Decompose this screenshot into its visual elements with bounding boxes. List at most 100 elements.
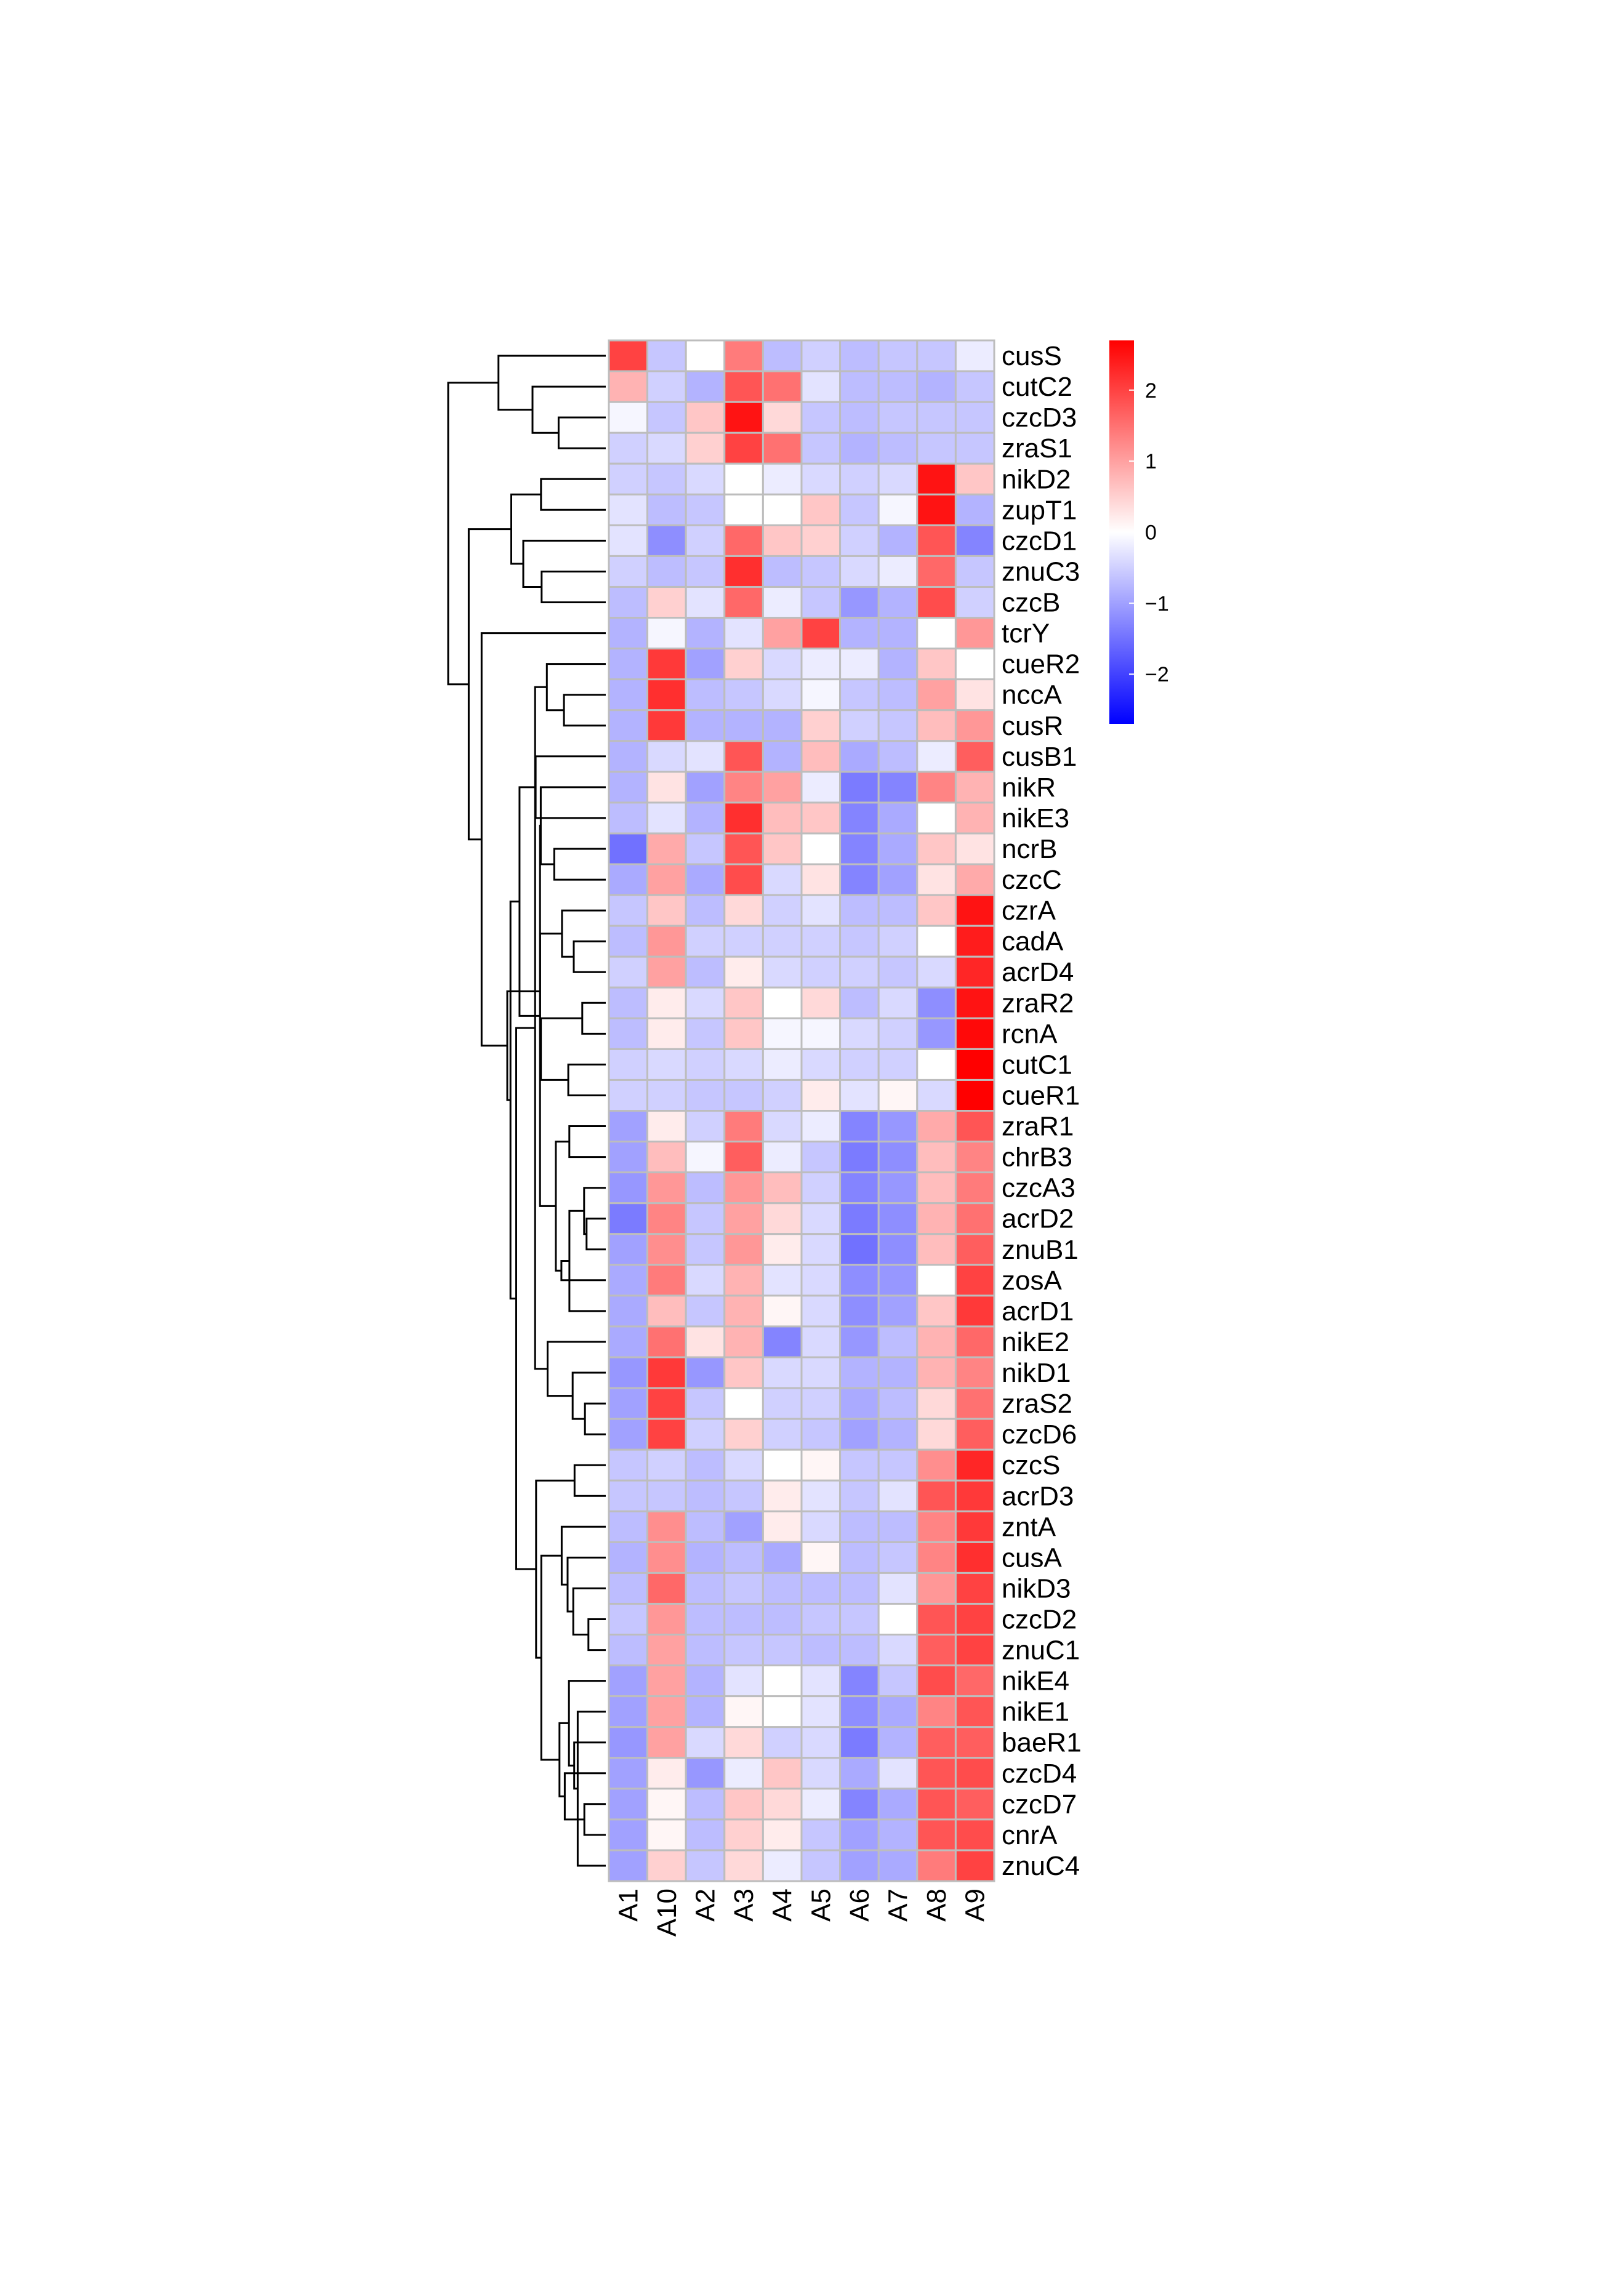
dendrogram-branch xyxy=(568,1125,606,1158)
heatmap-cell xyxy=(608,832,649,865)
heatmap-cell xyxy=(608,740,649,773)
heatmap-cell xyxy=(608,432,649,465)
heatmap-cell xyxy=(723,925,764,958)
heatmap-cell xyxy=(646,986,687,1019)
heatmap-cell xyxy=(800,524,842,557)
heatmap-cell xyxy=(685,1788,726,1821)
heatmap-cell xyxy=(916,1233,957,1266)
heatmap-cell xyxy=(877,1757,919,1790)
dendrogram-branch xyxy=(553,848,606,881)
heatmap-cell xyxy=(877,1387,919,1420)
heatmap-cell xyxy=(916,493,957,526)
dendrogram-branch xyxy=(531,385,606,434)
row-label: nikD2 xyxy=(1002,464,1071,494)
heatmap-cell xyxy=(839,462,880,496)
heatmap-cell xyxy=(646,863,687,896)
heatmap-cell xyxy=(723,1171,764,1205)
heatmap-cell xyxy=(800,1788,842,1821)
heatmap-cell xyxy=(723,617,764,650)
heatmap-cell xyxy=(762,462,803,496)
heatmap-cell xyxy=(685,1479,726,1512)
heatmap-cell xyxy=(608,1634,649,1667)
heatmap-cell xyxy=(800,401,842,434)
heatmap-cell xyxy=(685,1571,726,1605)
heatmap-cell xyxy=(646,462,687,496)
heatmap-cell xyxy=(800,740,842,773)
heatmap-cell xyxy=(839,863,880,896)
heatmap-cell xyxy=(839,1818,880,1852)
column-label: A6 xyxy=(845,1889,875,1922)
heatmap-cell xyxy=(877,801,919,835)
heatmap-cell xyxy=(723,648,764,681)
heatmap-cell xyxy=(762,1634,803,1667)
heatmap-cell xyxy=(646,585,687,619)
heatmap-cell xyxy=(646,1078,687,1112)
heatmap-cell xyxy=(646,1295,687,1328)
heatmap-cell xyxy=(646,678,687,712)
heatmap-cell xyxy=(800,1017,842,1050)
heatmap-cell xyxy=(800,370,842,403)
heatmap-cell xyxy=(685,894,726,927)
heatmap-cell xyxy=(723,1571,764,1605)
heatmap-cell xyxy=(954,1171,995,1205)
heatmap-cell xyxy=(916,1078,957,1112)
heatmap-cell xyxy=(608,986,649,1019)
heatmap-cell xyxy=(608,1757,649,1790)
heatmap-cell xyxy=(723,1634,764,1667)
heatmap-cell xyxy=(800,1818,842,1852)
heatmap-cell xyxy=(685,1602,726,1636)
heatmap-cell xyxy=(954,1078,995,1112)
heatmap-cell xyxy=(877,1202,919,1235)
heatmap-cell xyxy=(954,555,995,588)
heatmap-cell xyxy=(839,1171,880,1205)
heatmap-cell xyxy=(877,648,919,681)
heatmap-cell xyxy=(800,1233,842,1266)
heatmap-cell xyxy=(723,1418,764,1451)
heatmap-cell xyxy=(646,401,687,434)
heatmap-cell xyxy=(762,1571,803,1605)
heatmap-cell xyxy=(646,1141,687,1174)
heatmap-cell xyxy=(646,1017,687,1050)
heatmap-cell xyxy=(877,986,919,1019)
heatmap-cell xyxy=(800,1325,842,1359)
heatmap-cell xyxy=(916,894,957,927)
heatmap-cell xyxy=(800,1295,842,1328)
heatmap-cell xyxy=(646,1325,687,1359)
heatmap-cell xyxy=(800,1048,842,1081)
heatmap-cell xyxy=(685,555,726,588)
heatmap-cell xyxy=(839,1202,880,1235)
heatmap-cell xyxy=(877,1325,919,1359)
heatmap-cell xyxy=(608,1818,649,1852)
heatmap-cell xyxy=(608,339,649,372)
row-label: zraS1 xyxy=(1002,433,1072,464)
heatmap-cell xyxy=(916,1479,957,1512)
heatmap-cell xyxy=(646,801,687,835)
heatmap-cell xyxy=(646,1510,687,1543)
heatmap-cell xyxy=(916,555,957,588)
heatmap-cell xyxy=(723,1110,764,1143)
legend-ticks: 2 1 0 −1 −2 xyxy=(1129,379,1169,686)
heatmap-cell xyxy=(608,1264,649,1297)
heatmap-cell xyxy=(762,1171,803,1205)
heatmap-cell xyxy=(762,401,803,434)
heatmap-cell xyxy=(608,1849,649,1882)
row-label: nikR xyxy=(1002,773,1056,803)
heatmap-cell xyxy=(762,1202,803,1235)
heatmap-cell xyxy=(877,432,919,465)
heatmap-cell xyxy=(685,925,726,958)
dendrogram-branch xyxy=(587,1618,606,1652)
heatmap-cell xyxy=(877,401,919,434)
heatmap-cell xyxy=(646,1571,687,1605)
heatmap-cell xyxy=(762,986,803,1019)
heatmap-cell xyxy=(954,1233,995,1266)
heatmap-cell xyxy=(685,1078,726,1112)
heatmap-cell xyxy=(916,1325,957,1359)
row-label: cutC1 xyxy=(1002,1050,1072,1080)
row-label: zosA xyxy=(1002,1266,1062,1296)
heatmap-cell xyxy=(839,1541,880,1574)
heatmap-cell xyxy=(685,370,726,403)
heatmap-cell xyxy=(646,955,687,989)
heatmap-cell xyxy=(723,955,764,989)
heatmap-cell xyxy=(608,1110,649,1143)
